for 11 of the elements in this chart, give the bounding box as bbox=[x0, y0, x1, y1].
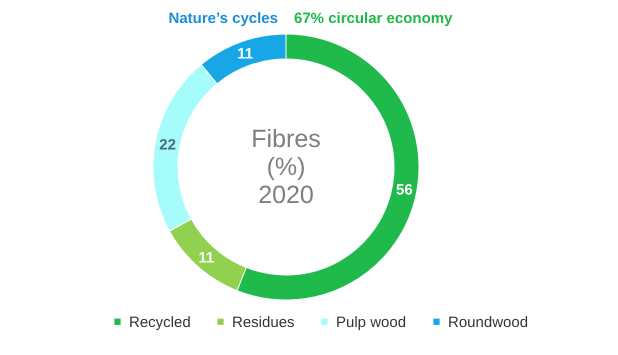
data-label: 11 bbox=[237, 46, 254, 63]
text: 67% circular economy bbox=[294, 10, 454, 27]
legend-label: Roundwood bbox=[448, 314, 528, 331]
data-label: 22 bbox=[159, 136, 176, 154]
text: Nature’s cycles bbox=[168, 10, 278, 27]
data-label: 56 bbox=[396, 182, 413, 199]
text: Fibres (%) 2020 bbox=[251, 125, 321, 209]
data-label: 11 bbox=[198, 249, 214, 266]
legend-label: Pulp wood bbox=[336, 314, 406, 331]
legend-label: Recycled bbox=[129, 314, 191, 331]
legend-label: Residues bbox=[232, 314, 295, 331]
